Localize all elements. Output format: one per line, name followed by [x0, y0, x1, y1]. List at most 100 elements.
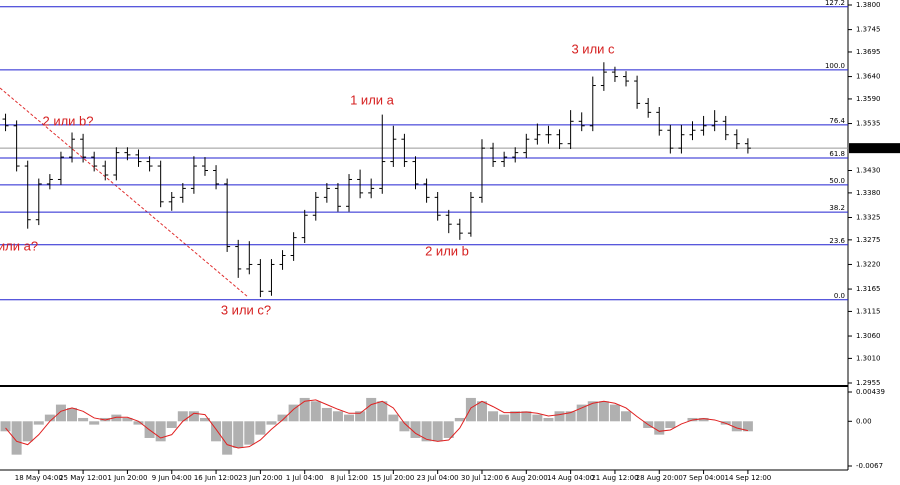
x-tick-label: 25 May 12:00	[59, 474, 107, 482]
histogram-bar	[233, 421, 244, 448]
histogram-bar	[222, 421, 233, 455]
x-tick-label: 14 Sep 12:00	[725, 474, 772, 482]
histogram-bar	[111, 414, 122, 422]
histogram-bar	[587, 401, 598, 422]
wave-label: 2 или b	[425, 243, 469, 258]
y-tick-label: 1.3220	[856, 260, 881, 268]
x-tick-label: 16 Jun 12:00	[194, 474, 238, 482]
fib-label: 100.0	[825, 62, 845, 70]
histogram-bar	[532, 414, 543, 422]
fib-label: 127.2	[825, 0, 845, 7]
histogram-bar	[576, 404, 587, 422]
histogram-bar	[288, 404, 299, 422]
y-tick-label: 1.2955	[856, 379, 881, 387]
y-tick-label: 1.3060	[856, 332, 881, 340]
histogram-bar	[67, 407, 78, 422]
histogram-bar	[731, 421, 742, 432]
fib-label: 61.8	[829, 150, 845, 158]
histogram-bar	[122, 417, 133, 422]
signal-line	[5, 399, 749, 449]
histogram-bar	[277, 414, 288, 422]
histogram-bar	[22, 421, 33, 442]
fib-label: 76.4	[829, 117, 845, 125]
wave-label: или а?	[0, 238, 38, 253]
histogram-bar	[521, 411, 532, 422]
histogram-bar	[510, 411, 521, 422]
fib-label: 23.6	[829, 237, 845, 245]
histogram-bar	[742, 421, 753, 432]
y-tick-label: 1.3535	[856, 120, 881, 128]
histogram-bar	[454, 417, 465, 422]
histogram-bar	[443, 421, 454, 438]
histogram-bar	[432, 421, 443, 442]
histogram-bar	[299, 397, 310, 422]
histogram-bar	[465, 397, 476, 422]
wave-label: 1 или a	[350, 92, 395, 107]
x-tick-label: 6 Aug 20:00	[505, 474, 548, 482]
x-tick-label: 1 Jun 20:00	[107, 474, 147, 482]
y-tick-label: 1.3695	[856, 48, 881, 56]
x-tick-label: 30 Jul 12:00	[461, 474, 503, 482]
wave-label: 2 или b?	[42, 113, 93, 128]
fib-label: 38.2	[829, 204, 845, 212]
y-tick-label: 1.3430	[856, 167, 881, 175]
x-tick-label: 18 May 04:00	[15, 474, 63, 482]
histogram-bar	[155, 421, 166, 442]
histogram-bar	[554, 411, 565, 422]
histogram-bar	[565, 411, 576, 422]
y-tick-label: 1.3590	[856, 95, 881, 103]
histogram-bar	[476, 401, 487, 422]
wave-label: 3 или с	[571, 41, 615, 56]
histogram-bar	[488, 411, 499, 422]
histogram-bar	[499, 414, 510, 422]
x-tick-label: 21 Aug 12:00	[591, 474, 638, 482]
x-tick-label: 14 Aug 04:00	[547, 474, 594, 482]
y-tick-label: 1.3165	[856, 285, 881, 293]
x-tick-label: 23 Jun 20:00	[238, 474, 282, 482]
histogram-bar	[44, 414, 55, 422]
x-tick-label: 7 Sep 04:00	[682, 474, 724, 482]
histogram-bar	[366, 397, 377, 422]
y-tick-label: 1.3380	[856, 189, 881, 197]
histogram-bar	[255, 421, 266, 435]
histogram-bar	[621, 411, 632, 422]
histogram-bar	[665, 421, 676, 428]
histogram-bar	[211, 421, 222, 442]
y-tick-label: -0.0067	[856, 462, 883, 470]
histogram-bar	[388, 414, 399, 422]
y-tick-label: 1.3115	[856, 307, 881, 315]
fib-label: 0.0	[834, 292, 845, 300]
histogram-bar	[0, 421, 11, 432]
histogram-bar	[344, 414, 355, 422]
x-tick-label: 8 Jul 12:00	[330, 474, 368, 482]
histogram-bar	[177, 411, 188, 422]
histogram-bar	[421, 421, 432, 442]
histogram-bar	[33, 421, 44, 425]
histogram-bar	[188, 411, 199, 422]
x-tick-label: 23 Jul 04:00	[417, 474, 459, 482]
trend-line	[0, 87, 249, 298]
histogram-bar	[377, 401, 388, 422]
histogram-bar	[89, 421, 100, 425]
histogram-bar	[698, 417, 709, 422]
histogram-bar	[310, 401, 321, 422]
histogram-bar	[166, 421, 177, 428]
last-price-box	[849, 143, 900, 154]
wave-label: 3 или с?	[221, 302, 271, 317]
histogram-bar	[332, 411, 343, 422]
histogram-bar	[654, 421, 665, 435]
histogram-bar	[11, 421, 22, 455]
histogram-bar	[609, 404, 620, 422]
y-tick-label: 1.3640	[856, 73, 881, 81]
y-tick-label: 0.00	[856, 417, 872, 425]
histogram-bar	[133, 421, 144, 425]
x-tick-label: 1 Jul 04:00	[286, 474, 324, 482]
x-tick-label: 28 Aug 20:00	[636, 474, 683, 482]
y-tick-label: 1.3800	[856, 1, 881, 9]
histogram-bar	[399, 421, 410, 432]
histogram-bar	[410, 421, 421, 438]
histogram-bar	[55, 404, 66, 422]
histogram-bar	[598, 401, 609, 422]
